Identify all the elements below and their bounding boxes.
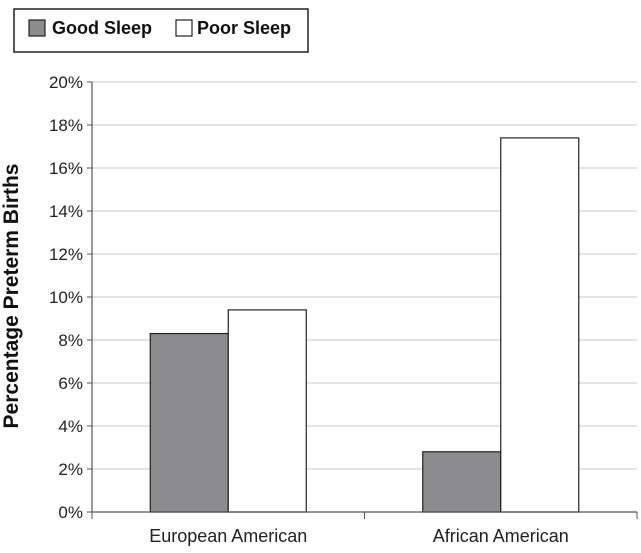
legend-swatch-good-sleep	[28, 19, 46, 37]
legend-label-poor-sleep: Poor Sleep	[197, 18, 291, 38]
category-labels: European American African American	[149, 526, 569, 546]
bar-good-sleep	[149, 332, 229, 513]
legend-label-good-sleep: Good Sleep	[52, 18, 152, 38]
bar-poor-sleep	[500, 137, 580, 513]
y-tick-label: 4%	[58, 417, 83, 436]
bar-good-sleep	[422, 451, 502, 513]
y-tick-label: 14%	[49, 202, 83, 221]
y-tick-label: 2%	[58, 460, 83, 479]
y-tick-label: 6%	[58, 374, 83, 393]
y-tick-label: 18%	[49, 116, 83, 135]
legend-box	[13, 8, 309, 53]
bars	[149, 137, 580, 513]
y-axis-title: Percentage Preterm Births	[0, 164, 23, 429]
y-tick-label: 8%	[58, 331, 83, 350]
y-tick-labels: 0% 2% 4% 6% 8% 10% 12% 14% 16% 18% 20%	[49, 73, 83, 522]
y-tick-label: 12%	[49, 245, 83, 264]
bar-poor-sleep	[227, 309, 307, 513]
axes	[87, 81, 638, 519]
y-tick-label: 20%	[49, 73, 83, 92]
x-category-label: European American	[149, 526, 307, 546]
y-tick-label: 0%	[58, 503, 83, 522]
y-tick-label: 16%	[49, 159, 83, 178]
legend: Good Sleep Poor Sleep	[13, 8, 309, 53]
x-category-label: African American	[433, 526, 569, 546]
legend-swatch-poor-sleep	[175, 19, 193, 37]
y-tick-label: 10%	[49, 288, 83, 307]
